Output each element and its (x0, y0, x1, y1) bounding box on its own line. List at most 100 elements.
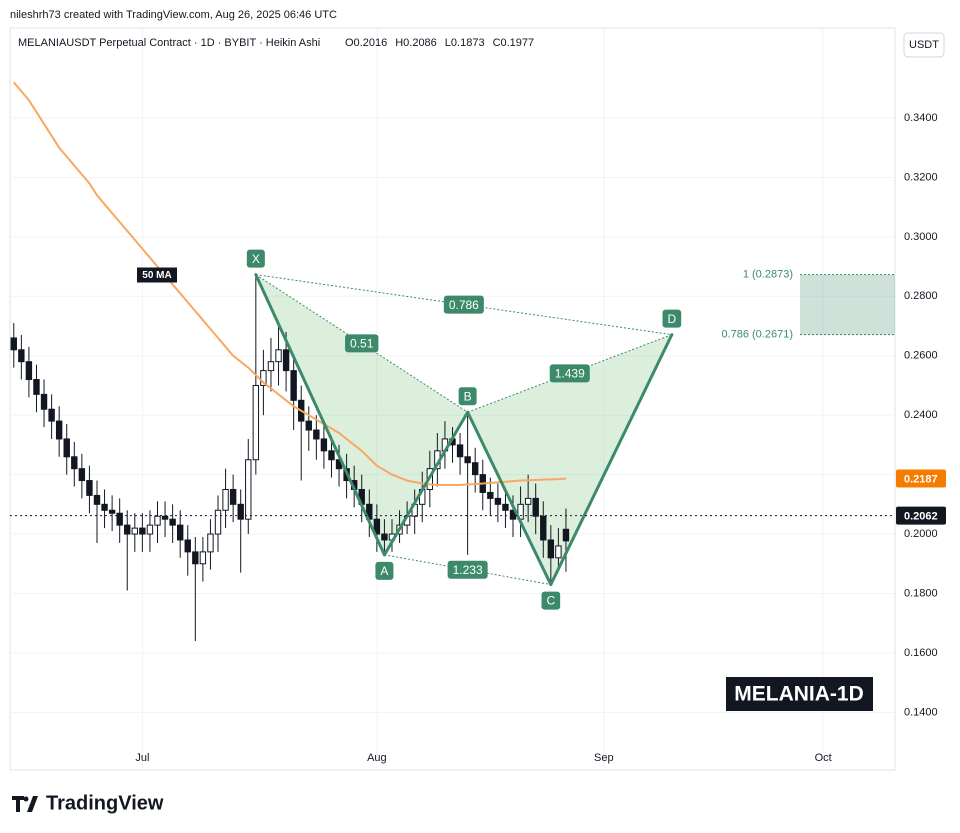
candle-body (555, 545, 562, 559)
candle-body (547, 539, 555, 559)
currency[interactable]: USDT (909, 39, 939, 51)
pattern-ratio: 0.51 (350, 337, 374, 351)
pattern-point-label: A (380, 564, 388, 578)
candle-body (487, 491, 494, 499)
y-tick-label: 0.3400 (904, 112, 938, 124)
fib-zone (800, 274, 895, 335)
ma-tag (896, 469, 946, 488)
candle-body (214, 509, 222, 535)
pattern-ratio: 0.786 (449, 298, 479, 312)
candle-body (146, 524, 154, 535)
candle-body (471, 462, 479, 476)
candle-body (260, 370, 267, 386)
candle-body (184, 539, 191, 553)
candle-body (93, 494, 101, 505)
y-tick-label: 0.3000 (904, 231, 938, 243)
pattern-ratio-box (345, 334, 379, 353)
brand: TradingView (46, 792, 164, 814)
candle-body (101, 503, 108, 511)
candle-body (161, 515, 169, 520)
candle-body (192, 551, 199, 565)
candle-body (464, 456, 471, 464)
y-tick-label: 0.1800 (904, 587, 938, 599)
credit: nileshrh73 created with TradingView.com,… (10, 9, 337, 21)
y-tick-label: 0.3200 (904, 171, 938, 183)
currency-button[interactable] (903, 32, 945, 58)
candle-body (169, 518, 176, 526)
pattern-ratio: 1.439 (555, 367, 585, 381)
pattern-area (467, 334, 672, 585)
candle-body (237, 503, 244, 520)
candle-body (320, 438, 328, 452)
candle-body (176, 524, 184, 541)
pattern-point-label-box (541, 591, 561, 610)
pattern-leg (549, 333, 674, 587)
ma-name: 50 MA (142, 270, 171, 281)
candle-body (48, 408, 55, 422)
candle-body (86, 480, 93, 496)
pattern-ratio: 1.233 (453, 563, 483, 577)
fib-label: 0.786 (0.2671) (721, 329, 793, 341)
candle-body (456, 444, 464, 458)
candle-body (63, 438, 70, 458)
y-tick-label: 0.1600 (904, 647, 938, 659)
fib-label: 1 (0.2873) (743, 269, 793, 281)
candle-body (10, 337, 17, 351)
pattern-area (255, 274, 468, 555)
pattern-point-label: C (546, 594, 555, 608)
y-tick-label: 0.1400 (904, 706, 938, 718)
candle-body (275, 349, 282, 363)
pattern-point-label: B (464, 389, 472, 403)
candle-body (267, 361, 275, 372)
candle-body (116, 512, 123, 526)
pattern-point-label-box (458, 387, 477, 406)
pattern-leg (466, 410, 553, 587)
candle-body (222, 488, 229, 511)
pattern-ratio-box (549, 364, 590, 383)
pattern-ratio-box (447, 560, 488, 579)
pattern-point-label-box (375, 561, 394, 580)
candle-body (40, 393, 48, 410)
candle-body (207, 533, 214, 553)
watermark: MELANIA-1D (734, 683, 864, 706)
candle-body (229, 488, 237, 505)
candle-body (131, 527, 139, 535)
ma-name-box (137, 267, 177, 283)
pattern-leg (254, 273, 386, 557)
candle-body (33, 379, 40, 395)
candle-body (524, 497, 532, 505)
pattern-point-label-box (662, 309, 682, 328)
watermark-box (726, 677, 873, 711)
candle-body (55, 420, 63, 440)
pattern-point-label: D (668, 312, 677, 326)
x-tick-label: Oct (815, 752, 832, 764)
candle-body (313, 429, 320, 440)
y-tick-label: 0.2600 (904, 350, 938, 362)
candle-body (502, 503, 509, 511)
candle-body (78, 468, 86, 482)
candle-body (305, 420, 312, 431)
candle-body (282, 349, 290, 372)
candle-body (494, 497, 502, 505)
y-tick-label: 0.2000 (904, 528, 938, 540)
candle-body (199, 551, 207, 565)
pattern-point-label: X (252, 252, 260, 266)
candle-body (245, 459, 252, 520)
ohlc-label: H0.2086 (395, 37, 437, 49)
ohlc-label: C0.1977 (493, 37, 535, 49)
ma-line (13, 81, 567, 487)
symbol-info: MELANIAUSDT Perpetual Contract · 1D · BY… (18, 37, 320, 49)
y-tick-label: 0.2800 (904, 290, 938, 302)
candle-body (18, 349, 25, 363)
ohlc-label: L0.1873 (445, 37, 485, 49)
candle-body (328, 450, 335, 461)
candle-body (540, 515, 547, 541)
plot-frame (9, 27, 896, 771)
pattern-leg (382, 410, 470, 557)
candle-body (252, 384, 260, 461)
ma-last-label: 0.2187 (904, 473, 938, 485)
candle-body (381, 533, 388, 541)
candle-body (71, 456, 78, 470)
ohlc-label: O0.2016 (345, 37, 387, 49)
